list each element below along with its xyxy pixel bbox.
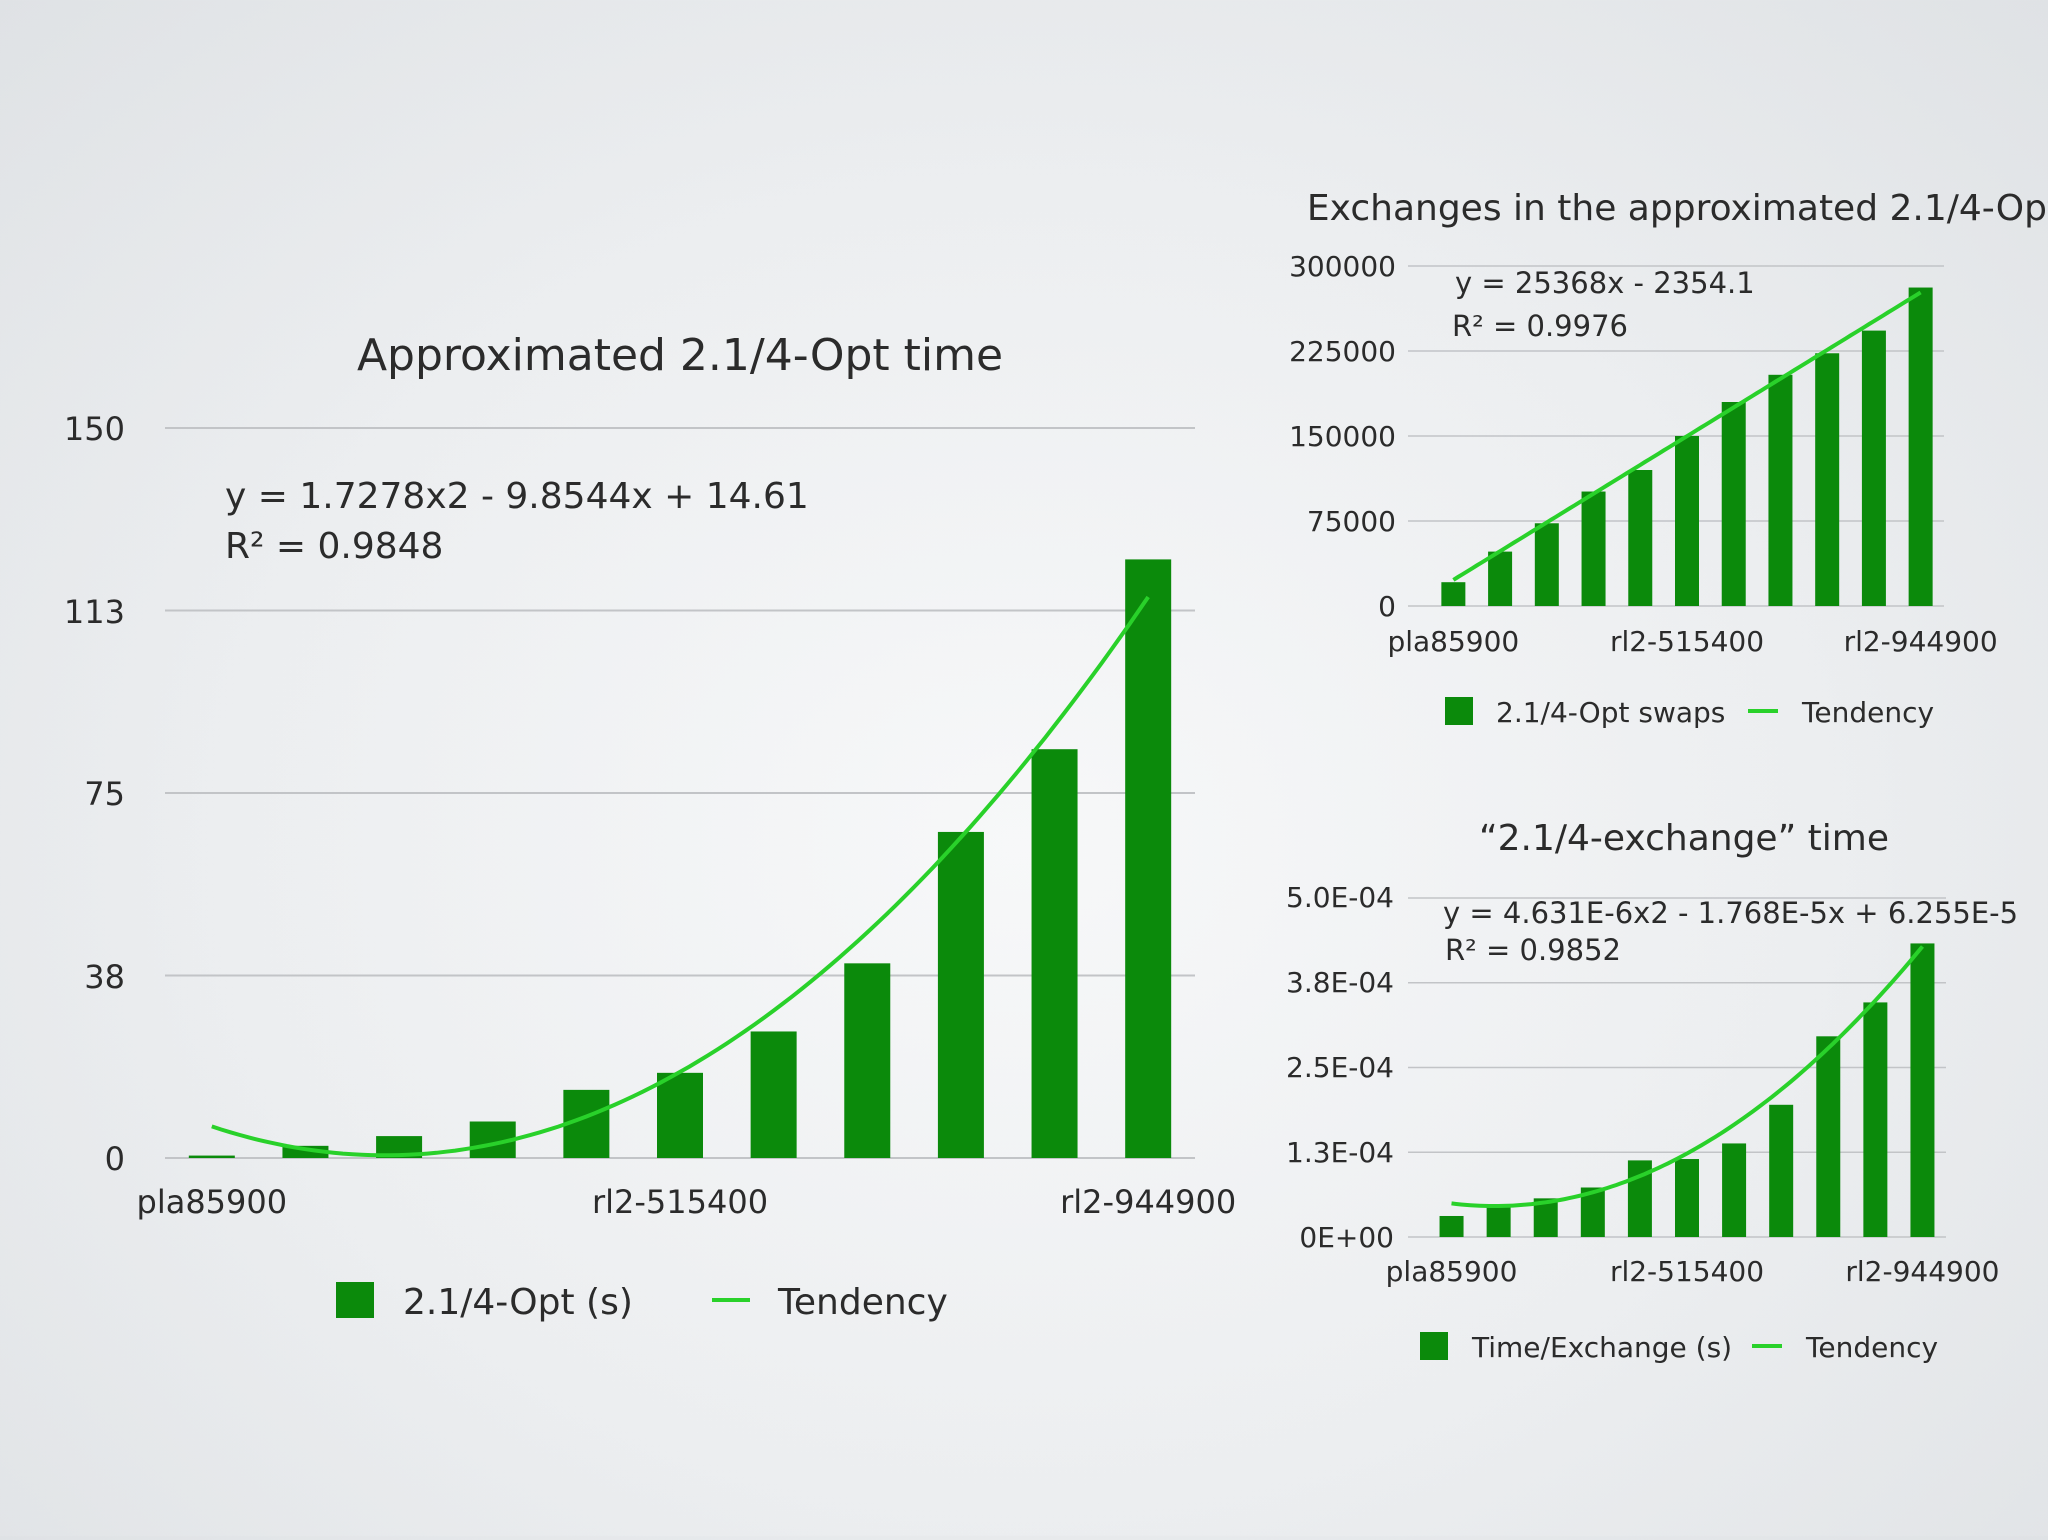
chart-exchanges-title: Exchanges in the approximated 2.1/4-Opt	[1307, 188, 2048, 229]
bar	[1439, 1215, 1464, 1237]
chart-exchange-time-legend-trend-label: Tendency	[1805, 1331, 1938, 1364]
chart-exchanges-legend-bar-swatch	[1445, 697, 1473, 725]
chart-main-title: Approximated 2.1/4-Opt time	[357, 330, 1003, 381]
chart-exchange-time-trendline	[1451, 945, 1925, 1208]
chart-exchanges-r2: R² = 0.9976	[1452, 309, 1628, 343]
bar	[1628, 470, 1653, 606]
chart-main-ytick-75: 75	[84, 775, 125, 813]
bar	[750, 1031, 797, 1158]
chart-main: Approximated 2.1/4-Opt time 150 113 75 3…	[64, 330, 1236, 1323]
chart-exchanges-xtick-pla85900: pla85900	[1387, 625, 1519, 658]
chart-exchanges-ytick-0: 0	[1378, 590, 1396, 623]
chart-main-xtick-pla85900: pla85900	[137, 1183, 288, 1221]
bar	[1675, 436, 1699, 606]
bar	[1908, 287, 1933, 606]
chart-main-xtick-rl2-515400: rl2-515400	[592, 1183, 768, 1221]
bar	[1910, 943, 1935, 1237]
chart-exchange-time-legend-bar-swatch	[1420, 1332, 1448, 1360]
chart-exchange-time-bars	[1439, 943, 1935, 1237]
chart-exchanges-xtick-rl2-515400: rl2-515400	[1610, 625, 1764, 658]
chart-exchange-time-equation: y = 4.631E-6x2 - 1.768E-5x + 6.255E-5	[1443, 896, 2018, 930]
chart-exchanges-xtick-rl2-944900: rl2-944900	[1844, 625, 1998, 658]
chart-exchanges: Exchanges in the approximated 2.1/4-Opt …	[1289, 188, 2048, 729]
chart-exchanges-trendline	[1452, 290, 1922, 582]
bar	[1486, 1204, 1511, 1237]
chart-exchanges-ytick-300000: 300000	[1289, 250, 1396, 283]
chart-main-trendline	[211, 595, 1150, 1158]
chart-exchanges-equation: y = 25368x - 2354.1	[1455, 266, 1755, 300]
chart-main-legend-bar-label: 2.1/4-Opt (s)	[403, 1282, 633, 1323]
bar	[1534, 523, 1559, 606]
chart-exchanges-ytick-225000: 225000	[1289, 335, 1396, 368]
chart-exchanges-legend-trend-label: Tendency	[1801, 696, 1934, 729]
bar	[657, 1072, 703, 1158]
chart-exchange-time-r2: R² = 0.9852	[1445, 933, 1621, 967]
chart-main-legend-bar-swatch	[336, 1282, 374, 1318]
bar	[1488, 551, 1513, 606]
chart-exchange-time-ytick-3-8e-04: 3.8E-04	[1286, 966, 1394, 999]
chart-exchange-time-ytick-2-5e-04: 2.5E-04	[1286, 1051, 1394, 1084]
bar	[1722, 1143, 1747, 1237]
chart-exchange-time: “2.1/4-exchange” time 5.0E-04 3.8E-04 2.…	[1286, 818, 2018, 1364]
chart-exchanges-ytick-150000: 150000	[1289, 420, 1396, 453]
chart-exchanges-ytick-75000: 75000	[1307, 505, 1396, 538]
chart-exchanges-bars	[1441, 287, 1933, 606]
bar	[1816, 1036, 1841, 1237]
chart-main-ytick-113: 113	[64, 593, 125, 631]
chart-exchanges-legend-bar-label: 2.1/4-Opt swaps	[1496, 696, 1725, 729]
bar	[1441, 582, 1466, 606]
bar	[1031, 749, 1078, 1158]
chart-exchange-time-ytick-1-3e-04: 1.3E-04	[1286, 1136, 1394, 1169]
bar	[1675, 1159, 1699, 1237]
chart-main-xtick-rl2-944900: rl2-944900	[1060, 1183, 1236, 1221]
bar	[1769, 1104, 1794, 1237]
bar	[1815, 353, 1840, 606]
chart-main-equation: y = 1.7278x2 - 9.8544x + 14.61	[225, 476, 809, 517]
chart-exchange-time-xtick-rl2-944900: rl2-944900	[1845, 1255, 1999, 1288]
chart-main-legend-trend-label: Tendency	[777, 1282, 948, 1323]
bar	[1581, 491, 1606, 606]
bar	[937, 831, 984, 1158]
bar	[1721, 402, 1746, 606]
chart-exchange-time-xtick-pla85900: pla85900	[1386, 1255, 1518, 1288]
bar	[1861, 330, 1886, 606]
bar	[1125, 559, 1172, 1158]
bar	[844, 963, 891, 1158]
chart-exchange-time-ytick-0: 0E+00	[1299, 1221, 1394, 1254]
chart-exchange-time-legend-bar-label: Time/Exchange (s)	[1471, 1331, 1732, 1364]
chart-main-bars	[188, 559, 1172, 1158]
bar	[1863, 1002, 1888, 1237]
chart-main-r2: R² = 0.9848	[225, 526, 443, 567]
chart-exchange-time-xtick-rl2-515400: rl2-515400	[1610, 1255, 1764, 1288]
bar	[188, 1155, 235, 1158]
chart-main-ytick-38: 38	[84, 958, 125, 996]
chart-exchange-time-title: “2.1/4-exchange” time	[1479, 818, 1889, 859]
chart-main-ytick-150: 150	[64, 410, 125, 448]
chart-main-ytick-0: 0	[105, 1140, 125, 1178]
chart-exchange-time-ytick-5e-04: 5.0E-04	[1286, 881, 1394, 914]
bar	[1768, 374, 1793, 606]
bar	[376, 1136, 423, 1158]
